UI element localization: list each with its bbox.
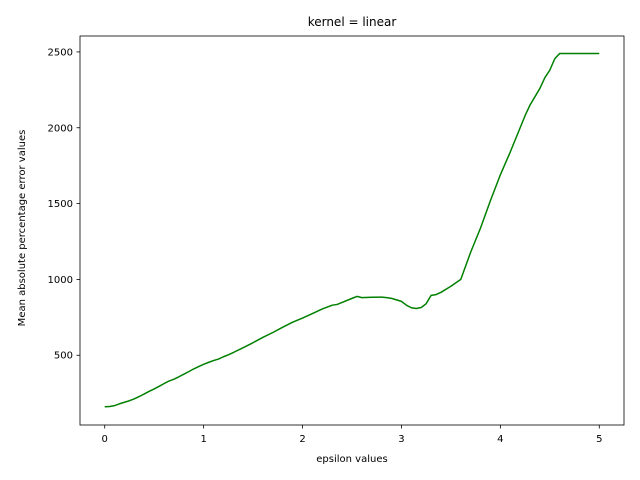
x-tick-label: 2 <box>299 434 305 445</box>
y-axis-ticks: 500 1000 1500 2000 2500 <box>48 47 80 362</box>
x-axis-ticks: 0 1 2 3 4 5 <box>102 425 602 445</box>
chart-title: kernel = linear <box>308 15 397 29</box>
x-axis-title: epsilon values <box>316 454 387 465</box>
series-line-0 <box>104 52 600 408</box>
plot-frame <box>79 35 625 426</box>
y-tick-label: 1000 <box>48 275 73 286</box>
x-tick-label: 3 <box>398 434 404 445</box>
y-tick-label: 1500 <box>48 199 73 210</box>
x-tick-label: 1 <box>200 434 206 445</box>
x-tick-label: 0 <box>102 434 108 445</box>
plot-area <box>79 35 625 426</box>
y-tick-label: 2500 <box>48 47 73 58</box>
y-tick-label: 500 <box>54 351 73 362</box>
x-tick-label: 4 <box>497 434 503 445</box>
y-tick-label: 2000 <box>48 123 73 134</box>
x-tick-label: 5 <box>596 434 602 445</box>
y-axis-title: Mean absolute percentage error values <box>17 130 28 327</box>
